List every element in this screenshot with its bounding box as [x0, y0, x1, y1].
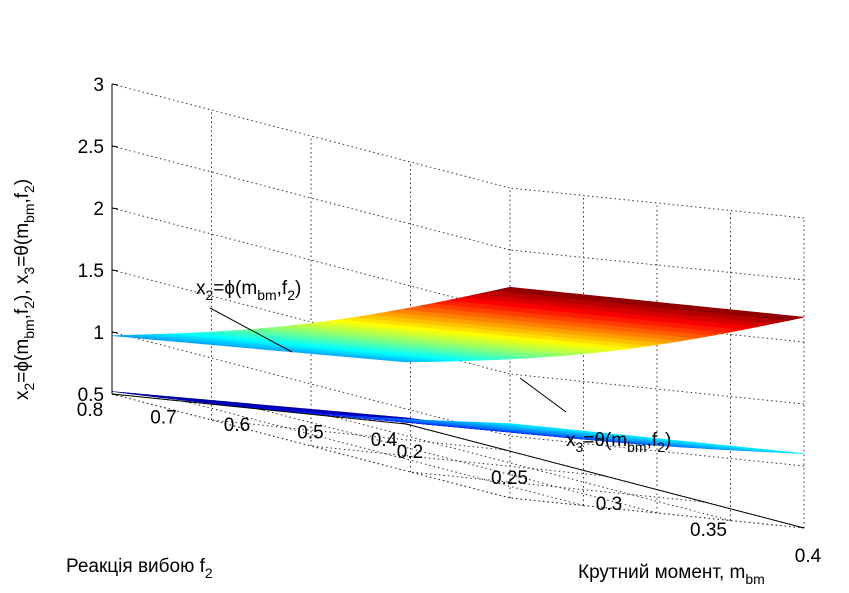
z-tick-label: 1.5 — [78, 261, 104, 282]
y-tick — [185, 401, 191, 403]
annotation-x3-pointer — [519, 377, 567, 413]
axes — [111, 83, 805, 529]
x-tick — [600, 474, 606, 477]
surface-patch — [777, 315, 805, 321]
x-axis-label: Крутний момент, mbm — [578, 562, 765, 587]
z-tick — [111, 269, 119, 272]
annotations: x2=ϕ(mbm,f2) x3=θ(mbm,f2) — [196, 278, 671, 455]
grid-line — [332, 416, 731, 521]
z-tick-label: 0.5 — [78, 385, 104, 406]
grid-line — [310, 445, 606, 477]
z-tick-label: 1 — [93, 323, 104, 344]
x-tick-label: 0.35 — [690, 520, 727, 541]
y-tick — [332, 416, 338, 418]
z-tick — [111, 331, 119, 334]
grid-line — [111, 393, 511, 499]
x-tick — [501, 448, 506, 451]
z-tick — [111, 83, 119, 86]
grid-line — [258, 408, 658, 514]
x-tick — [401, 422, 407, 425]
y-axis-label: Реакція вибою f2 — [66, 556, 213, 581]
surface-x2 — [111, 286, 805, 363]
surfaces — [111, 286, 805, 454]
grid-line — [111, 145, 511, 251]
z-tick-label: 3 — [93, 75, 104, 96]
z-tick — [111, 207, 119, 210]
tick-labels: 0.20.250.30.350.40.40.50.60.70.80.511.52… — [77, 75, 822, 567]
x-tick-label: 0.4 — [795, 546, 822, 567]
surface-x3 — [111, 391, 805, 454]
y-tick-label: 0.8 — [77, 400, 103, 421]
y-tick — [258, 408, 265, 411]
y-tick-label: 0.4 — [371, 430, 398, 451]
z-tick-label: 2 — [93, 199, 104, 220]
x-tick-label: 0.25 — [491, 468, 528, 489]
y-tick-label: 0.5 — [297, 423, 323, 444]
annotation-x2: x2=ϕ(mbm,f2) — [196, 278, 301, 303]
y-tick-label: 0.7 — [150, 408, 176, 429]
z-tick — [111, 145, 119, 148]
grid-line — [111, 331, 511, 437]
x-tick — [799, 526, 805, 529]
grid-line — [410, 471, 705, 503]
z-axis-label: x2=ϕ(mbm,f2), x3=θ(mbm,f2) — [12, 179, 37, 400]
grid-line — [185, 401, 584, 506]
grid-line — [111, 83, 511, 189]
x-tick — [700, 500, 705, 503]
y-tick-label: 0.6 — [224, 415, 250, 436]
x-tick-label: 0.3 — [596, 494, 622, 515]
annotation-x3: x3=θ(mbm,f2) — [566, 430, 671, 455]
y-tick — [405, 423, 412, 426]
annotation-x2-pointer — [209, 307, 293, 353]
surface-patch — [777, 451, 805, 454]
grid-line — [111, 207, 511, 313]
z-tick-label: 2.5 — [78, 137, 104, 158]
z-tick — [111, 393, 119, 396]
x-tick-label: 0.2 — [397, 442, 423, 463]
